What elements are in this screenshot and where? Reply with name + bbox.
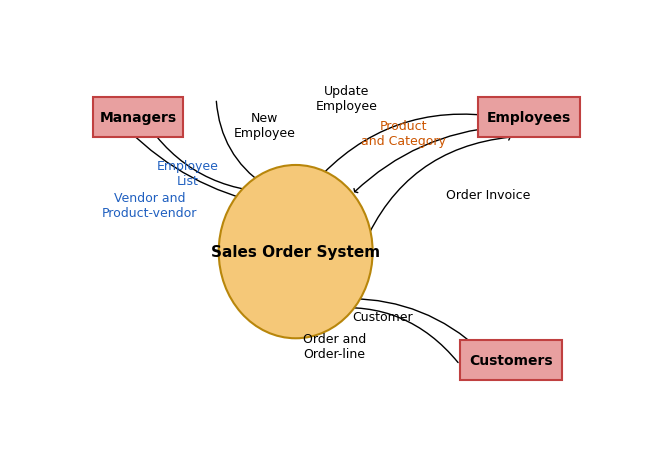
Text: Update
Employee: Update Employee	[316, 85, 378, 113]
Text: Employees: Employees	[487, 110, 571, 124]
FancyBboxPatch shape	[478, 97, 581, 138]
Text: Customer: Customer	[353, 310, 413, 323]
Text: Vendor and
Product-vendor: Vendor and Product-vendor	[102, 191, 197, 219]
Text: Customers: Customers	[469, 354, 553, 368]
Text: New
Employee: New Employee	[234, 111, 296, 139]
Text: Product
and Category: Product and Category	[361, 120, 446, 148]
Text: Employee
List: Employee List	[157, 160, 219, 188]
Text: Order Invoice: Order Invoice	[446, 188, 530, 201]
Text: Sales Order System: Sales Order System	[211, 244, 380, 259]
Text: Managers: Managers	[99, 110, 177, 124]
Ellipse shape	[218, 166, 373, 339]
FancyBboxPatch shape	[460, 341, 563, 381]
Text: Order and
Order-line: Order and Order-line	[303, 332, 366, 360]
FancyBboxPatch shape	[93, 97, 183, 138]
